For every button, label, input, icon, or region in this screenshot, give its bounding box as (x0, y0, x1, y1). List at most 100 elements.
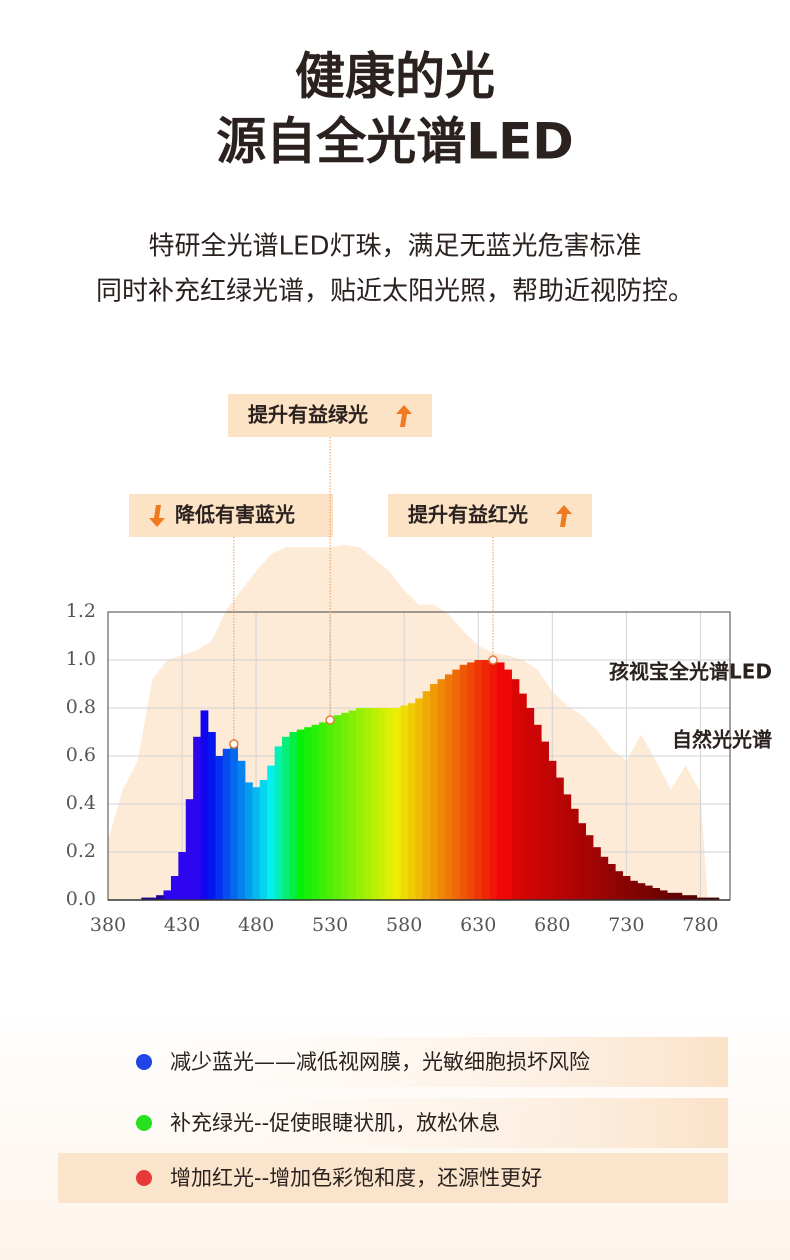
spectrum-bar (215, 756, 224, 900)
spectrum-bar (193, 736, 201, 900)
annotation-point (488, 655, 498, 665)
spectrum-bar (659, 890, 668, 900)
spectrum-bar (511, 679, 520, 900)
spectrum-bar (704, 897, 712, 900)
spectrum-bar (259, 780, 268, 900)
spectrum-bar (615, 871, 624, 900)
spectrum-bar (222, 748, 231, 900)
spectrum-bar (385, 708, 394, 900)
spectrum-bar (400, 705, 409, 900)
spectrum-bar (407, 703, 416, 900)
spectrum-bar (170, 876, 179, 900)
spectrum-bar (444, 674, 453, 900)
spectrum-bar (563, 794, 572, 900)
spectrum-bar (356, 708, 364, 900)
spectrum-bar (415, 698, 424, 900)
spectrum-bar (363, 708, 372, 900)
spectrum-bar (504, 669, 512, 900)
spectrum-bar (311, 724, 320, 900)
feature-row (108, 1037, 728, 1087)
spectrum-bar (156, 895, 164, 900)
arrow-up (396, 405, 412, 427)
feature-row (108, 1098, 728, 1148)
spectrum-bar (422, 691, 431, 900)
callout-box (388, 494, 592, 537)
spectrum-bar (296, 729, 305, 900)
feature-dot (136, 1170, 152, 1186)
spectrum-bar (237, 760, 246, 900)
spectrum-bar (467, 662, 475, 900)
spectrum-bar (585, 835, 594, 900)
spectrum-bar (341, 712, 350, 900)
spectrum-bar (555, 777, 564, 900)
legend-label: 自然光光谱 (672, 728, 772, 752)
spectrum-bar (674, 892, 683, 900)
arrow-down (149, 505, 165, 527)
callout-text: 提升有益绿光 (248, 403, 368, 427)
spectrum-bar (244, 782, 253, 900)
y-tick-label: 1.0 (66, 648, 96, 670)
y-tick-label: 0.0 (66, 888, 96, 910)
spectrum-bar (378, 708, 387, 900)
spectrum-bar (630, 880, 638, 900)
spectrum-bar (578, 823, 587, 900)
spectrum-bar (252, 787, 261, 900)
spectrum-bar (652, 888, 661, 900)
callout-box (129, 494, 333, 537)
callout-text: 提升有益红光 (408, 503, 528, 527)
feature-text: 补充绿光--促使眼睫状肌，放松休息 (170, 1111, 500, 1135)
chart: 380 430 480 530 580 630 680 730 780 0.0 0.2 0.4 0.6 0… (66, 394, 772, 936)
x-tick-label: 630 (460, 914, 496, 936)
feature-row (58, 1153, 728, 1203)
feature-dot (136, 1054, 152, 1070)
spectrum-bar (711, 897, 720, 900)
spectrum-bar (289, 732, 298, 900)
feature-list: 减少蓝光——减低视网膜，光敏细胞损坏风险补充绿光--促使眼睫状肌，放松休息增加红… (58, 1037, 728, 1203)
x-tick-label: 780 (682, 914, 718, 936)
spectrum-bar (319, 722, 327, 900)
spectrum-bar (141, 897, 150, 900)
spectrum-bar (681, 895, 690, 900)
spectrum-bar (637, 883, 646, 900)
x-tick-label: 580 (386, 914, 422, 936)
spectrum-bar (437, 679, 446, 900)
feature-text: 减少蓝光——减低视网膜，光敏细胞损坏风险 (170, 1050, 590, 1074)
spectrum-bar (274, 746, 283, 900)
spectrum-bar (393, 708, 401, 900)
spectrum-bar (600, 856, 609, 900)
spectrum-bar (518, 693, 527, 900)
spectrum-bar (474, 660, 483, 900)
spectrum-bar (267, 765, 276, 900)
callout-text: 降低有害蓝光 (175, 503, 295, 527)
spectrum-bar (282, 736, 290, 900)
spectrum-bar (622, 876, 631, 900)
spectrum-bar (148, 897, 157, 900)
arrow-up (556, 505, 572, 527)
x-tick-label: 430 (164, 914, 200, 936)
spectrum-bar (607, 864, 616, 900)
spectrum-bar (541, 741, 549, 900)
spectrum-bar (481, 660, 490, 900)
annotation-point (325, 715, 335, 725)
spectrum-bar (304, 727, 313, 900)
annotation-point (229, 739, 239, 749)
feature-dot (136, 1115, 152, 1131)
spectrum-bar (644, 885, 653, 900)
spectrum-bar (452, 669, 461, 900)
spectrum-bar (593, 847, 601, 900)
legend-label: 孩视宝全光谱LED (609, 660, 772, 684)
spectrum-bar (459, 664, 468, 900)
spectrum-bar (230, 744, 238, 900)
spectrum-bar (185, 799, 194, 900)
spectrum-bar (489, 660, 498, 900)
spectrum-bar (570, 808, 579, 900)
spectrum-bar (326, 720, 335, 900)
x-tick-label: 380 (90, 914, 126, 936)
x-tick-label: 530 (312, 914, 348, 936)
spectrum-bar (696, 897, 705, 900)
spectrum-bar (348, 710, 357, 900)
spectrum-bar (667, 892, 675, 900)
feature-text: 增加红光--增加色彩饱和度，还源性更好 (170, 1166, 542, 1190)
